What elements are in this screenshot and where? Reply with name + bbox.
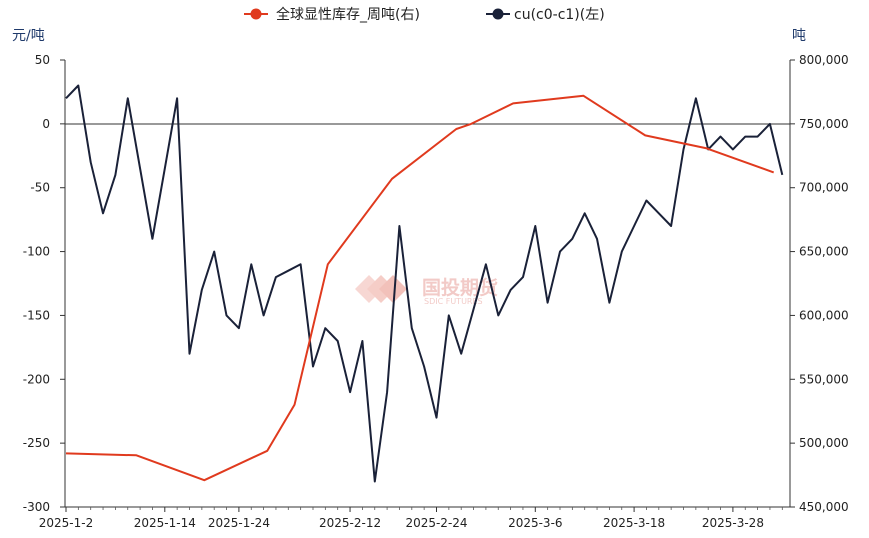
x-tick-label: 2025-1-2 (39, 516, 93, 530)
right-tick-label: 450,000 (799, 500, 849, 514)
legend-label-inventory: 全球显性库存_周吨(右) (276, 6, 420, 23)
left-tick-label: 50 (35, 53, 50, 67)
left-tick-label: -150 (23, 308, 50, 322)
right-axis-unit: 吨 (792, 28, 806, 44)
left-axis-ticks: 50 0 -50 -100 -150 -200 -250 -300 (23, 53, 65, 514)
x-tick-label: 2025-2-12 (319, 516, 381, 530)
left-tick-label: -300 (23, 500, 50, 514)
right-tick-label: 600,000 (799, 308, 849, 322)
series-layer (65, 84, 784, 483)
x-tick-label: 2025-3-18 (603, 516, 665, 530)
left-tick-label: -50 (30, 181, 50, 195)
left-tick-label: -100 (23, 245, 50, 259)
left-tick-label: -250 (23, 436, 50, 450)
left-tick-label: 0 (42, 117, 50, 131)
right-tick-label: 650,000 (799, 245, 849, 259)
x-axis-ticks: 2025-1-2 2025-1-14 2025-1-24 2025-2-12 2025-… (39, 507, 783, 530)
right-tick-label: 750,000 (799, 117, 849, 131)
x-tick-label: 2025-2-24 (405, 516, 467, 530)
watermark-en: SDIC FUTURES (424, 297, 483, 306)
legend: 全球显性库存_周吨(右) cu(c0-c1)(左) (244, 6, 605, 23)
grid-and-axes (64, 60, 791, 508)
right-tick-label: 550,000 (799, 372, 849, 386)
right-tick-label: 700,000 (799, 181, 849, 195)
legend-marker-inventory (250, 8, 262, 20)
watermark-cn: 国投期货 (422, 276, 498, 299)
legend-item-spread: cu(c0-c1)(左) (486, 7, 605, 23)
x-tick-label: 2025-3-28 (702, 516, 764, 530)
left-axis-unit: 元/吨 (12, 28, 45, 44)
left-tick-label: -200 (23, 372, 50, 386)
x-tick-label: 2025-1-24 (208, 516, 270, 530)
legend-label-spread: cu(c0-c1)(左) (514, 7, 605, 23)
spread-line (65, 84, 784, 483)
x-tick-label: 2025-3-6 (508, 516, 562, 530)
inventory-line (65, 94, 775, 482)
x-tick-label: 2025-1-14 (134, 516, 196, 530)
right-tick-label: 800,000 (799, 53, 849, 67)
legend-marker-spread (492, 8, 504, 20)
legend-item-inventory: 全球显性库存_周吨(右) (244, 6, 420, 23)
right-axis-ticks: 800,000 750,000 700,000 650,000 600,000 550,0… (790, 53, 849, 514)
watermark: 国投期货 SDIC FUTURES (355, 275, 498, 306)
watermark-logo (355, 275, 407, 303)
right-tick-label: 500,000 (799, 436, 849, 450)
